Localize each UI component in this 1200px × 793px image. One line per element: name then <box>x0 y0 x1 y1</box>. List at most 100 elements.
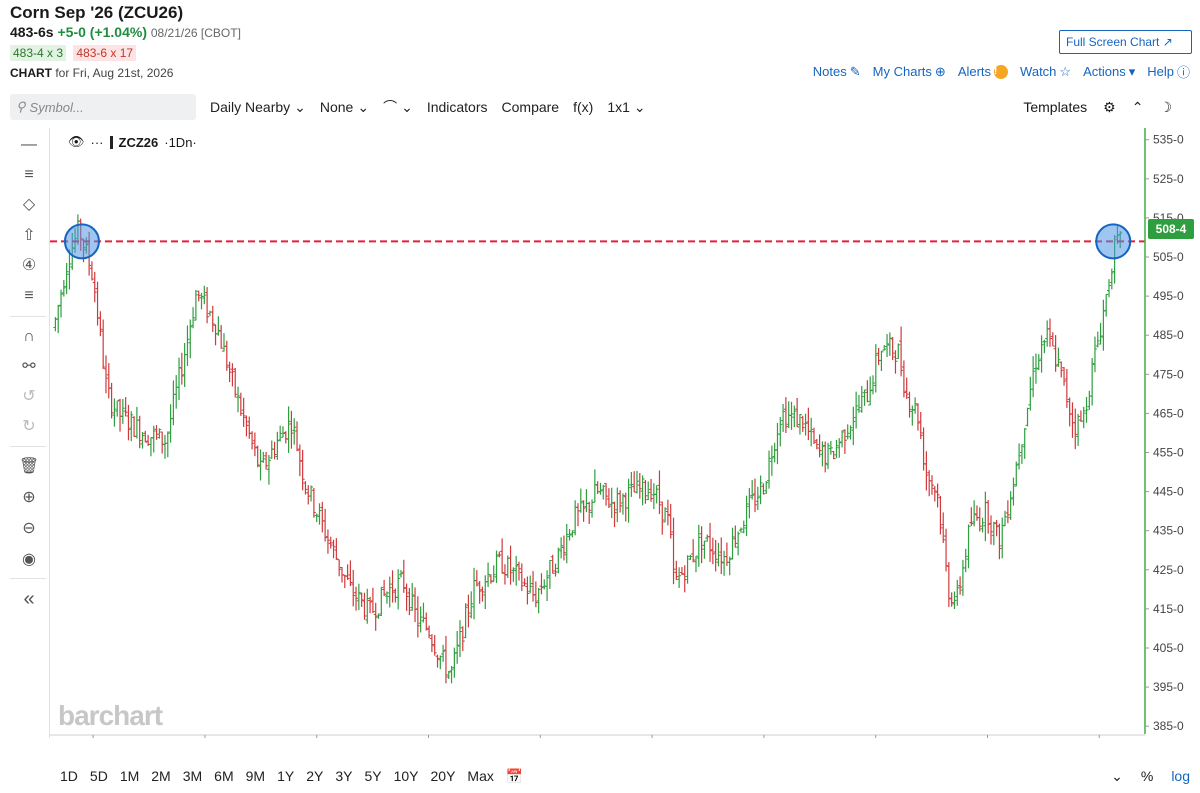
range-button-5y[interactable]: 5Y <box>364 768 382 784</box>
range-buttons: 1D 5D 1M 2M 3M 6M 9M 1Y 2Y 3Y 5Y 10Y 20Y Max <box>60 768 506 784</box>
chevron-down-icon: ⌄ <box>357 98 370 115</box>
y-tick-label: 475-0 <box>1153 367 1184 381</box>
y-tick-label: 405-0 <box>1153 641 1184 655</box>
notes-label: Notes <box>812 64 847 79</box>
actions-menu[interactable]: Actions ▾ <box>1083 64 1135 80</box>
range-button-1m[interactable]: 1M <box>119 768 140 784</box>
range-button-20y[interactable]: 20Y <box>430 768 456 784</box>
indicators-button[interactable]: Indicators <box>426 99 488 115</box>
range-button-3y[interactable]: 3Y <box>335 768 353 784</box>
magnet-icon[interactable]: ∩ <box>23 328 35 345</box>
templates-button[interactable]: Templates <box>1023 99 1088 115</box>
y-tick-label: 435-0 <box>1153 524 1184 538</box>
undo-icon[interactable]: ↺ <box>22 388 36 405</box>
alerts-label: Alerts <box>957 64 992 79</box>
percent-toggle[interactable]: % <box>1140 768 1154 784</box>
arrow-tool-icon[interactable]: ⇧ <box>22 227 36 244</box>
my-charts-label: My Charts <box>872 64 932 79</box>
eye-icon[interactable]: ◉ <box>22 551 36 568</box>
range-button-2m[interactable]: 2M <box>151 768 171 784</box>
notes-link[interactable]: Notes ✎ <box>813 64 861 80</box>
y-tick-label: 415-0 <box>1153 602 1184 616</box>
y-tick-label: 445-0 <box>1153 485 1184 499</box>
overlay-select[interactable]: None ⌄ <box>320 99 369 116</box>
shape-tool-icon[interactable]: ◇ <box>22 196 36 213</box>
eye-icon[interactable]: 👁 <box>68 134 85 149</box>
divider <box>10 446 46 447</box>
help-link[interactable]: Help ⓘ <box>1147 62 1190 81</box>
overlay-label: None <box>319 99 354 115</box>
bid-badge: 483-4 x 3 <box>10 45 67 61</box>
range-button-max[interactable]: Max <box>467 768 494 784</box>
period-select[interactable]: Daily Nearby ⌄ <box>210 99 306 116</box>
compare-button[interactable]: Compare <box>501 99 560 115</box>
range-button-2y[interactable]: 2Y <box>306 768 324 784</box>
watch-link[interactable]: Watch ☆ <box>1020 64 1071 80</box>
chart-area[interactable]: 535-0 525-0 515-0 505-0 495-0 485-0 475-0 465-0… <box>50 128 1200 738</box>
chart-label: CHART <box>10 66 52 80</box>
chart-type-select[interactable]: ⌒ ⌄ <box>383 97 413 117</box>
line-tool-icon[interactable]: — <box>21 136 37 153</box>
collapse-left-icon[interactable]: « <box>23 588 35 610</box>
full-screen-label: Full Screen Chart <box>1066 35 1160 49</box>
y-tick-label: 465-0 <box>1153 406 1184 420</box>
chevron-down-icon: ⌄ <box>401 98 413 115</box>
toolbar-right: Templates ⚙ ⌃ ☽ <box>1023 92 1172 122</box>
symbol-search-input[interactable]: ⚲ Symbol... <box>10 94 196 120</box>
zoom-in-icon[interactable]: ⊕ <box>22 489 36 506</box>
range-button-3m[interactable]: 3M <box>182 768 203 784</box>
calendar-icon[interactable]: 📅 <box>505 767 524 784</box>
collapse-icon[interactable]: ⌄ <box>1111 767 1123 784</box>
number-tool-icon[interactable]: ④ <box>21 257 37 274</box>
chart-date-label: CHART for Fri, Aug 21st, 2026 <box>10 66 173 80</box>
range-button-1y[interactable]: 1Y <box>277 768 295 784</box>
gear-icon[interactable]: ⚙ <box>1103 98 1116 115</box>
drawing-toolbar: — ≡ ◇ ⇧ ④ ≡ ∩ ⚯ ↺ ↻ 🗑 ⊕ ⊖ ◉ « <box>0 128 50 738</box>
highlight-circle <box>63 223 100 260</box>
price-change: +5-0 (+1.04%) <box>57 24 147 40</box>
search-placeholder: Symbol... <box>29 99 84 115</box>
fx-button[interactable]: f(x) <box>573 99 594 115</box>
collapse-icon[interactable]: ⌃ <box>1131 98 1144 115</box>
range-button-9m[interactable]: 9M <box>245 768 266 784</box>
redo-icon[interactable]: ↻ <box>22 418 36 435</box>
range-button-10y[interactable]: 10Y <box>393 768 419 784</box>
actions-label: Actions <box>1083 64 1126 79</box>
settings-sliders-icon[interactable]: ≡ <box>24 287 34 304</box>
caret-down-icon: ▾ <box>1128 63 1136 79</box>
range-button-5d[interactable]: 5D <box>89 768 108 784</box>
header-links: Notes ✎ My Charts ⊕ Alerts! Watch ☆ Actions… <box>813 62 1190 81</box>
external-arrow-icon: ↗ <box>1162 35 1173 49</box>
search-icon: ⚲ <box>16 99 26 114</box>
scale-options: ⌄ % log <box>1111 764 1190 788</box>
moon-icon[interactable]: ☽ <box>1159 98 1172 115</box>
plus-circle-icon: ⊕ <box>934 63 946 79</box>
more-icon[interactable]: ··· <box>90 134 104 150</box>
my-charts-link[interactable]: My Charts ⊕ <box>873 64 946 80</box>
layout-select[interactable]: 1x1 ⌄ <box>607 99 645 116</box>
watch-label: Watch <box>1020 64 1057 79</box>
range-bar: 1D 5D 1M 2M 3M 6M 9M 1Y 2Y 3Y 5Y 10Y 20Y Max 📅 ⌄ % lo… <box>60 764 1190 788</box>
log-toggle[interactable]: log <box>1171 768 1190 784</box>
price-chart[interactable]: 535-0525-0515-0505-0495-0485-0475-0465-0… <box>50 128 1200 738</box>
quote-line: 483-6s +5-0 (+1.04%) 08/21/26 [CBOT] <box>10 24 241 40</box>
legend-interval: ·1Dn· <box>164 134 197 150</box>
y-tick-label: 425-0 <box>1153 563 1184 577</box>
chart-legend: 👁 ··· ZCZ26 ·1Dn· <box>68 134 197 150</box>
candle-icon: ⌒ <box>383 99 398 115</box>
alerts-link[interactable]: Alerts! <box>957 64 1009 79</box>
chart-for: for Fri, Aug 21st, 2026 <box>55 66 174 80</box>
highlight-circle <box>1095 223 1132 260</box>
fib-tool-icon[interactable]: ≡ <box>24 166 34 183</box>
zoom-out-icon[interactable]: ⊖ <box>22 520 36 537</box>
full-screen-chart-button[interactable]: Full Screen Chart ↗ <box>1059 30 1192 54</box>
current-price-label: 508-4 <box>1148 219 1194 239</box>
range-button-1d[interactable]: 1D <box>60 768 78 784</box>
bid-ask: 483-4 x 3 483-6 x 17 <box>10 45 137 61</box>
unlock-icon[interactable]: ⚯ <box>22 358 36 375</box>
edit-icon: ✎ <box>849 63 861 79</box>
help-label: Help <box>1147 64 1174 79</box>
trash-icon[interactable]: 🗑 <box>18 458 40 475</box>
range-button-6m[interactable]: 6M <box>214 768 234 784</box>
quote-header: Corn Sep '26 (ZCU26) 483-6s +5-0 (+1.04%… <box>10 0 1200 88</box>
